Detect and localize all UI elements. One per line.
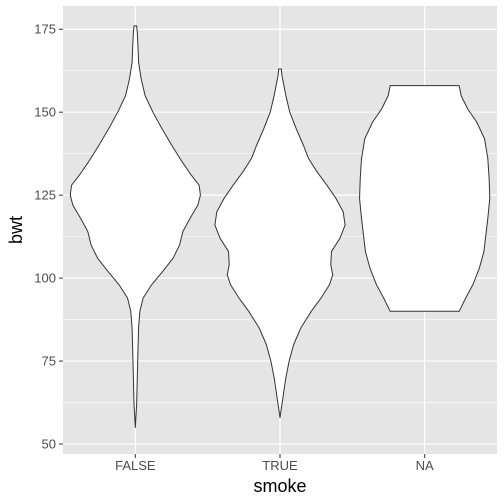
y-tick-label: 125: [34, 188, 56, 203]
y-tick-label: 75: [42, 354, 56, 369]
y-axis-ticks: 50 75 100 125 150 175: [34, 22, 63, 452]
x-tick-label: NA: [416, 458, 434, 473]
y-tick-label: 175: [34, 22, 56, 37]
x-axis-title: smoke: [253, 476, 306, 496]
y-tick-label: 100: [34, 271, 56, 286]
x-tick-label: TRUE: [262, 458, 298, 473]
y-axis-title: bwt: [6, 216, 26, 244]
y-tick-label: 50: [42, 437, 56, 452]
y-tick-label: 150: [34, 105, 56, 120]
violin-layer: [69, 25, 491, 428]
violin-false: [69, 25, 201, 428]
violin-true: [214, 68, 346, 418]
x-axis-ticks: FALSE TRUE NA: [115, 454, 434, 473]
x-tick-label: FALSE: [115, 458, 156, 473]
violin-na: [359, 85, 491, 312]
